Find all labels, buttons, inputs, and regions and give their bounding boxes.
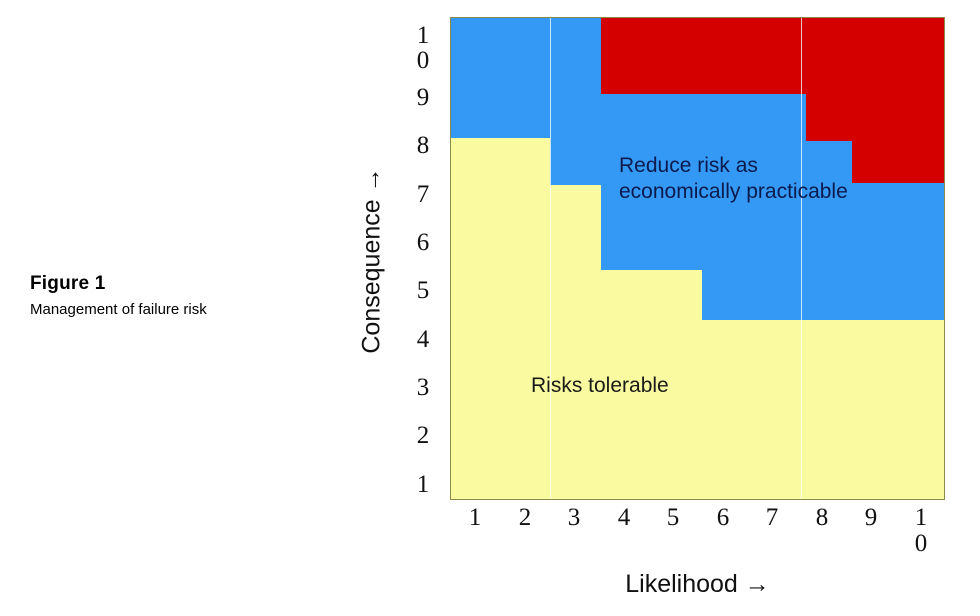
figure-caption-title: Figure 1: [30, 273, 106, 294]
zone-alarp-segment: [550, 18, 601, 185]
x-axis-tick: 9: [864, 504, 878, 531]
zone-label-alarp-line2: economically practicable: [619, 180, 848, 203]
x-axis-tick: 2: [518, 504, 532, 531]
zone-intolerable-segment: [806, 18, 852, 141]
x-axis-tick: 1: [468, 504, 482, 531]
x-axis-tick: 3: [567, 504, 581, 531]
y-axis-tick: 7: [416, 181, 430, 208]
zone-tolerable-segment: [550, 185, 601, 499]
risk-matrix-plot-area: Reduce risk as economically practicable …: [450, 17, 945, 500]
figure-caption-text: Management of failure risk: [30, 301, 207, 318]
gridline-vertical: [550, 18, 551, 499]
x-axis-tick: 8: [815, 504, 829, 531]
x-axis-tick: 4: [617, 504, 631, 531]
y-axis-title: Consequence →: [352, 120, 392, 400]
gridline-vertical: [801, 18, 802, 499]
y-axis-tick: 1: [416, 471, 430, 498]
y-axis-tick: 3: [416, 374, 430, 401]
zone-tolerable-segment: [702, 320, 944, 499]
x-axis-tick: 7: [765, 504, 779, 531]
zone-intolerable-segment: [852, 18, 944, 183]
zone-intolerable-segment: [601, 18, 806, 94]
y-axis-tick: 2: [416, 422, 430, 449]
zone-tolerable-segment: [601, 270, 702, 499]
y-axis-tick: 8: [416, 132, 430, 159]
zone-alarp-segment: [451, 18, 550, 138]
zone-label-alarp-line1: Reduce risk as: [619, 154, 758, 177]
figure-caption: Figure 1 Management of failure risk: [30, 272, 280, 319]
zone-label-tolerable: Risks tolerable: [531, 374, 669, 397]
y-axis-tick: 9: [416, 84, 430, 111]
y-axis-tick: 5: [416, 277, 430, 304]
zone-label-alarp: Reduce risk as economically practicable: [619, 153, 848, 205]
zone-tolerable-segment: [451, 138, 550, 499]
y-axis-tick: 4: [416, 326, 430, 353]
x-axis-title: Likelihood →: [625, 570, 770, 598]
x-axis-tick: 5: [666, 504, 680, 531]
y-axis-tick: 6: [416, 229, 430, 256]
x-axis-tick: 6: [716, 504, 730, 531]
y-axis-title-label: Consequence →: [357, 167, 386, 354]
